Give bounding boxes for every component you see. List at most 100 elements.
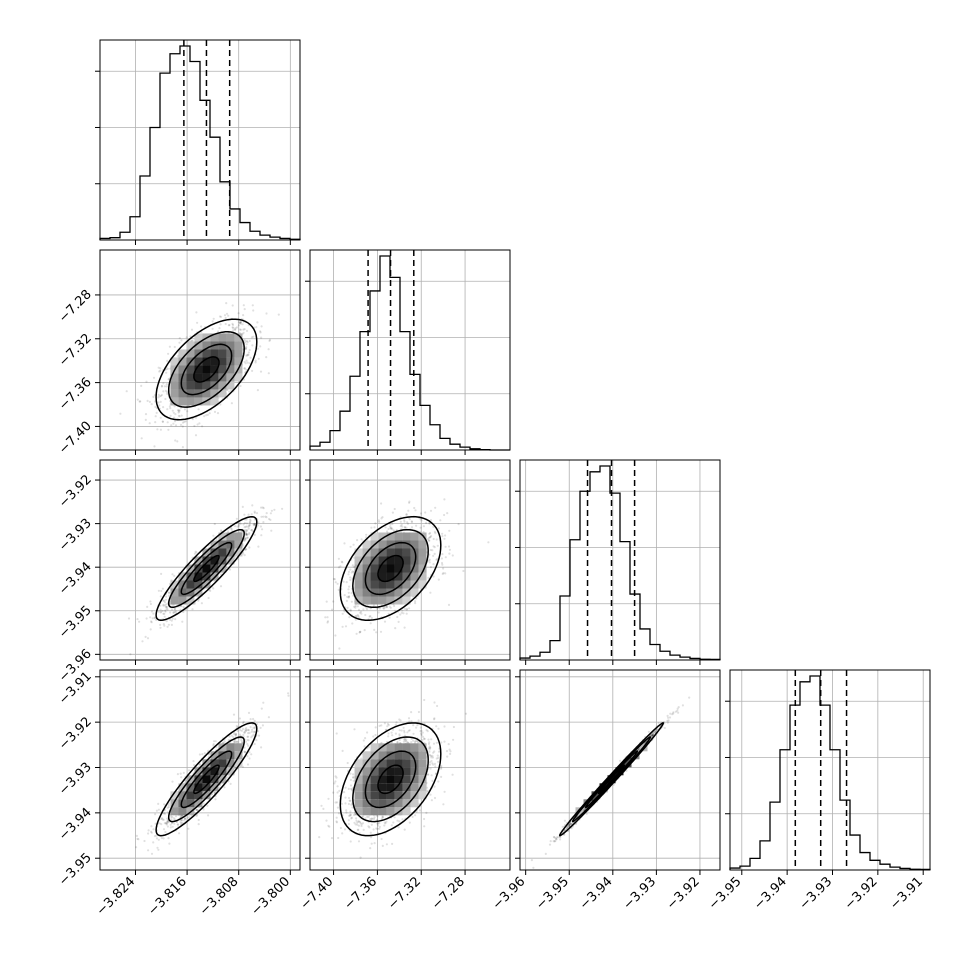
scatter-point <box>165 368 168 371</box>
scatter-point <box>448 529 451 532</box>
scatter-point <box>261 506 264 509</box>
scatter-point <box>429 566 432 569</box>
scatter-point <box>174 610 178 613</box>
scatter-point <box>250 336 253 339</box>
density-cell <box>170 357 179 366</box>
scatter-point <box>162 612 165 615</box>
contour-3 <box>155 318 258 421</box>
scatter-point <box>378 520 381 524</box>
scatter-point <box>347 591 350 594</box>
scatter-point <box>245 343 248 346</box>
scatter-point <box>246 536 249 539</box>
scatter-point <box>219 403 222 406</box>
scatter-point <box>248 531 251 535</box>
scatter-point <box>225 302 228 305</box>
scatter-point <box>219 585 223 588</box>
scatter-point <box>173 607 176 610</box>
scatter-point <box>183 420 186 423</box>
scatter-point <box>259 331 262 334</box>
scatter-point <box>262 515 265 518</box>
scatter-point <box>359 630 362 634</box>
scatter-point <box>405 513 408 516</box>
scatter-point <box>211 320 214 323</box>
scatter-point <box>399 520 402 523</box>
scatter-point <box>176 773 179 776</box>
scatter-point <box>337 588 340 592</box>
scatter-point <box>219 573 223 576</box>
scatter-point <box>374 522 377 525</box>
scatter-point <box>150 831 153 834</box>
scatter-point <box>143 839 146 843</box>
scatter-point <box>393 604 396 608</box>
density-cell <box>202 373 211 382</box>
density-cell <box>394 532 403 541</box>
scatter-point <box>181 620 184 623</box>
scatter-point <box>253 524 256 527</box>
scatter-point <box>357 614 360 618</box>
scatter-point <box>252 523 255 526</box>
density-cell <box>378 588 387 597</box>
scatter-point <box>167 591 170 594</box>
scatter-point <box>164 605 167 608</box>
scatter-point <box>166 391 169 394</box>
scatter-point <box>231 322 234 325</box>
scatter-point <box>166 359 169 362</box>
scatter-point <box>373 628 376 632</box>
scatter-point <box>462 569 465 573</box>
density-cell <box>170 389 179 398</box>
scatter-point <box>390 526 393 530</box>
scatter-point <box>217 330 220 333</box>
scatter-point <box>169 611 172 614</box>
scatter-point <box>224 322 227 326</box>
scatter-point <box>273 508 276 511</box>
scatter-point <box>162 406 165 409</box>
scatter-point <box>432 545 435 548</box>
density-cell <box>194 357 203 366</box>
scatter-point <box>234 327 237 330</box>
scatter-point <box>336 582 339 585</box>
scatter-point <box>429 509 433 512</box>
scatter-point <box>165 385 168 388</box>
scatter-point <box>253 522 256 525</box>
scatter-point <box>234 556 237 559</box>
scatter-point <box>169 826 172 829</box>
scatter-point <box>145 617 148 620</box>
scatter-point <box>348 585 351 588</box>
scatter-point <box>245 534 248 537</box>
scatter-point <box>432 554 435 558</box>
contour-0 <box>193 356 220 383</box>
scatter-point <box>248 339 251 343</box>
scatter-point <box>264 515 267 518</box>
scatter-point <box>246 735 249 738</box>
panel-2-0 <box>95 459 301 665</box>
scatter-point <box>194 434 198 437</box>
scatter-point <box>230 528 233 531</box>
scatter-point <box>436 544 439 547</box>
scatter-point <box>250 513 253 516</box>
scatter-point <box>267 372 270 375</box>
scatter-point <box>159 416 162 419</box>
density-cell <box>194 333 203 342</box>
scatter-point <box>155 411 158 414</box>
density-cell <box>370 580 379 589</box>
scatter-point <box>238 321 241 324</box>
scatter-point <box>259 525 262 528</box>
histogram-1 <box>309 255 510 451</box>
scatter-point <box>150 825 153 828</box>
scatter-point <box>414 509 417 512</box>
scatter-point <box>265 511 268 515</box>
density-cell <box>186 373 195 382</box>
scatter-point <box>244 347 247 350</box>
scatter-point <box>192 760 195 763</box>
scatter-point <box>246 353 249 356</box>
scatter-point <box>267 348 270 351</box>
scatter-point <box>243 526 246 529</box>
scatter-point <box>408 500 411 503</box>
scatter-point <box>399 613 402 616</box>
scatter-point <box>437 578 440 581</box>
scatter-point <box>252 335 255 338</box>
scatter-point <box>160 384 164 387</box>
scatter-point <box>384 526 387 529</box>
scatter-point <box>245 532 248 535</box>
scatter-point <box>432 563 435 566</box>
